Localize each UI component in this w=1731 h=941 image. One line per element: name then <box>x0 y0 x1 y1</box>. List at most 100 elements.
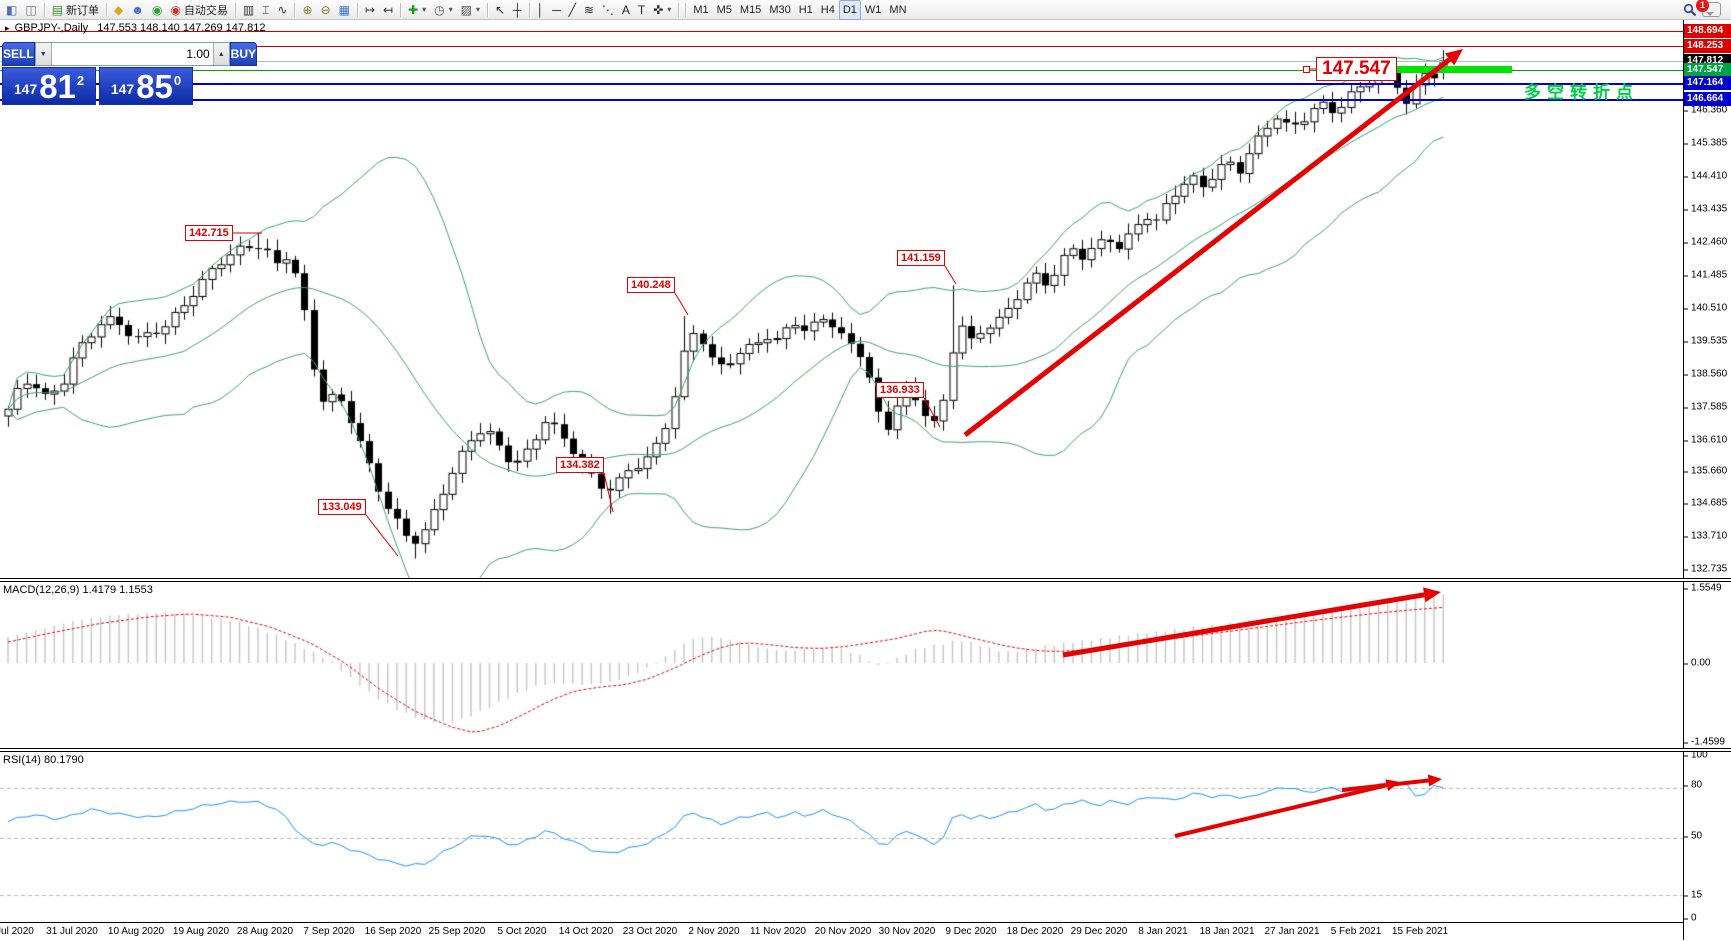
support-line[interactable] <box>0 99 1683 101</box>
shapes-icon[interactable]: ✜ ▾ <box>649 0 675 20</box>
price-callout-label[interactable]: 141.159 <box>897 250 945 266</box>
autotrading-button[interactable]: ◉ 自动交易 <box>166 0 231 20</box>
price-callout-label[interactable]: 134.382 <box>556 457 604 473</box>
date-tick: 29 Dec 2020 <box>1070 926 1128 937</box>
chevron-down-icon[interactable]: ▾ <box>667 5 672 14</box>
new-order-button[interactable]: ▤ 新订单 <box>48 0 103 20</box>
rsi-label: RSI(14) 80.1790 <box>3 754 84 766</box>
signals-icon[interactable]: ◉ <box>148 0 166 20</box>
timeframe-button-h1[interactable]: H1 <box>798 3 813 16</box>
candlestick-chart-icon[interactable]: ⌶ <box>258 0 273 20</box>
timeframe-button-m30[interactable]: M30 <box>769 3 791 16</box>
timeframe-button-m15[interactable]: M15 <box>739 3 762 16</box>
date-tick: 31 Jul 2020 <box>46 926 98 937</box>
volume-input[interactable] <box>51 43 213 65</box>
panel-divider[interactable] <box>0 748 1731 752</box>
chevron-down-icon[interactable]: ▾ <box>448 5 453 14</box>
equidistant-channel-icon[interactable]: ≋ <box>580 0 598 20</box>
timeframe-button-d1[interactable]: D1 <box>838 0 861 20</box>
resistance-line[interactable] <box>0 46 1683 47</box>
last-price-line[interactable] <box>0 61 1683 62</box>
sell-price-handle: 147 <box>13 81 38 97</box>
price-chart-panel[interactable]: ▸ GBPJPY-,Daily 147.553 148.140 147.269 … <box>0 20 1683 578</box>
rsi-panel[interactable]: RSI(14) 80.1790 <box>0 752 1683 922</box>
text-label-icon[interactable]: T <box>634 0 649 20</box>
zoom-out-icon[interactable]: ⊖ <box>317 0 335 20</box>
fibonacci-icon[interactable]: ⋱ <box>598 0 618 20</box>
vertical-line-icon: │ <box>536 2 545 17</box>
panel-divider[interactable] <box>0 578 1731 582</box>
buy-price-display[interactable]: 147 85 0 <box>99 67 193 105</box>
price-callout-label[interactable]: 140.248 <box>627 277 675 293</box>
line-chart-icon: ∿ <box>277 2 288 17</box>
date-tick: 11 Nov 2020 <box>750 926 806 937</box>
search-icon[interactable] <box>1683 3 1697 17</box>
sell-button[interactable]: SELL <box>2 42 35 66</box>
date-axis[interactable]: 22 Jul 2020 31 Jul 2020 10 Aug 2020 19 Aug … <box>0 922 1683 941</box>
line-chart-icon[interactable]: ∿ <box>273 0 291 20</box>
timeframe-button-h4[interactable]: H4 <box>820 3 835 16</box>
buy-button[interactable]: BUY <box>229 42 258 66</box>
buy-price-handle: 147 <box>110 81 135 97</box>
macd-canvas[interactable] <box>0 582 1683 748</box>
date-tick: 25 Sep 2020 <box>428 926 486 937</box>
chevron-down-icon[interactable]: ▾ <box>476 5 481 14</box>
autotrading-button-label: 自动交易 <box>183 4 228 17</box>
date-tick: 22 Jul 2020 <box>0 926 34 937</box>
tile-windows-icon[interactable]: ▦ <box>335 0 354 20</box>
price-callout-label[interactable]: 133.049 <box>318 499 366 515</box>
date-tick: 7 Sep 2020 <box>303 926 355 937</box>
periods-icon[interactable]: ◷ ▾ <box>430 0 457 20</box>
support-line[interactable] <box>0 83 1683 85</box>
indicators-icon[interactable]: ✚ ▾ <box>404 0 430 20</box>
price-callout-label[interactable]: 136.933 <box>876 382 924 398</box>
auto-scroll-icon[interactable]: ↦ <box>361 0 379 20</box>
notifications-icon[interactable]: 1 <box>1696 0 1721 17</box>
zoom-in-icon[interactable]: ⊕ <box>298 0 316 20</box>
volume-increase-button[interactable]: ▲ <box>212 43 229 65</box>
price-tick: 136.610 <box>1683 434 1728 446</box>
trendline-icon[interactable]: ╱ <box>565 0 580 20</box>
price-tick: 145.385 <box>1683 137 1728 149</box>
data-window-icon: ◫ <box>25 2 37 17</box>
date-tick: 10 Aug 2020 <box>107 926 165 937</box>
bar-chart-icon: ▥ <box>242 2 255 17</box>
date-tick: 27 Jan 2021 <box>1264 926 1320 937</box>
macd-scale-tick: 0.00 <box>1683 657 1711 669</box>
rsi-canvas[interactable] <box>0 752 1683 922</box>
chart-window-icon[interactable]: ◧ <box>2 0 21 20</box>
metaeditor-icon[interactable]: ◆ <box>110 0 127 20</box>
cursor-icon[interactable]: ↖ <box>491 0 509 20</box>
templates-icon[interactable]: ▨ ▾ <box>457 0 484 20</box>
buy-price-pip: 0 <box>173 73 182 88</box>
chart-shift-icon[interactable]: ↤ <box>379 0 397 20</box>
data-window-icon[interactable]: ◫ <box>21 0 40 20</box>
candlestick-canvas[interactable] <box>0 20 1683 578</box>
price-callout-label[interactable]: 142.715 <box>185 225 233 241</box>
sell-price-display[interactable]: 147 81 2 <box>2 67 96 105</box>
price-callout-label[interactable]: 147.547 <box>1316 57 1397 81</box>
volume-decrease-button[interactable]: ▼ <box>35 43 52 65</box>
vertical-line-icon[interactable]: │ <box>533 0 549 20</box>
timeframe-button-w1[interactable]: W1 <box>864 3 882 16</box>
price-axis[interactable]: 146.360 145.385 144.410 143.435 142.460 141.4… <box>1683 20 1731 940</box>
crosshair-icon[interactable]: ┼ <box>509 0 526 20</box>
market-watch-icon[interactable]: ☻ <box>127 0 148 20</box>
chinese-note-label[interactable]: 多空转折点 <box>1524 83 1639 102</box>
timeframe-button-m1[interactable]: M1 <box>693 3 709 16</box>
timeframe-button-mn[interactable]: MN <box>889 3 907 16</box>
text-icon[interactable]: A <box>618 0 634 20</box>
label-anchor-handle[interactable] <box>1303 66 1310 73</box>
timeframe-button-m5[interactable]: M5 <box>716 3 732 16</box>
key-level-line[interactable] <box>0 70 1683 71</box>
rsi-scale-tick: 80 <box>1683 779 1703 791</box>
macd-panel[interactable]: MACD(12,26,9) 1.4179 1.1553 <box>0 582 1683 748</box>
horizontal-line-icon[interactable]: ─ <box>548 0 565 20</box>
text-icon: A <box>621 2 630 17</box>
toolbar-separator <box>400 2 402 17</box>
resistance-line[interactable] <box>0 31 1683 32</box>
trendline-icon: ╱ <box>568 2 576 17</box>
bar-chart-icon[interactable]: ▥ <box>239 0 258 20</box>
chevron-down-icon[interactable]: ▾ <box>422 5 427 14</box>
